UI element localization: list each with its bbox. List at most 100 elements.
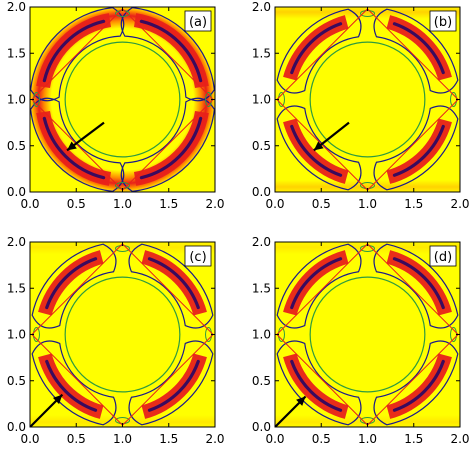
panel-label-box	[429, 245, 457, 267]
panel-label: (c)	[189, 250, 206, 265]
intensity-arc	[386, 118, 452, 184]
contour-lobe	[31, 243, 117, 329]
x-tick-label: 2.0	[205, 197, 224, 211]
intensity-arc	[283, 250, 349, 316]
panel-d: 0.0 0.5 1.0 1.5 2.0 0.0 0.5 1.0 1.5 2.0 (d)	[252, 235, 470, 446]
x-tick-label: 0.0	[20, 197, 39, 211]
panel-a: 0.0 0.5 1.0 1.5 2.0 0.0 0.5 1.0 1.5 2.0 (a)	[7, 0, 225, 211]
arc-core	[139, 19, 203, 83]
arrow-head	[296, 396, 306, 406]
intensity-arc	[386, 353, 452, 419]
intensity-arc	[283, 353, 349, 419]
x-tick-label: 0.5	[312, 432, 331, 446]
contour-lobe	[373, 8, 459, 94]
y-tick-label: 0.5	[7, 374, 26, 388]
contour-lobe	[128, 340, 214, 426]
panel-label-box	[184, 10, 212, 32]
x-tick-label: 1.0	[358, 432, 377, 446]
arc-core	[42, 19, 106, 83]
contour-lobe	[120, 97, 215, 192]
contour-lobe	[373, 340, 459, 426]
x-tick-label: 1.0	[113, 197, 132, 211]
arc-core	[290, 22, 343, 75]
contour-lobe	[276, 243, 362, 329]
y-tick-label: 1.5	[7, 281, 26, 295]
x-tick-label: 1.5	[159, 197, 178, 211]
panel-label: (d)	[434, 250, 452, 265]
x-tick-label: 2.0	[450, 197, 469, 211]
circle-contour	[64, 276, 181, 393]
y-tick-label: 2.0	[7, 235, 26, 249]
y-tick-label: 2.0	[252, 235, 271, 249]
y-tick-label: 0.0	[7, 185, 26, 199]
arrow-head	[52, 394, 63, 405]
intensity-ring	[30, 7, 215, 192]
intensity-arc	[386, 250, 452, 316]
x-tick-label: 1.5	[404, 432, 423, 446]
arrow-head	[313, 141, 324, 151]
panel-b: 0.0 0.5 1.0 1.5 2.0 0.0 0.5 1.0 1.5 2.0 (b)	[252, 0, 470, 211]
y-tick-label: 2.0	[252, 0, 271, 14]
arc-core	[45, 257, 98, 310]
arc-core	[42, 116, 106, 180]
contour-lobe	[276, 340, 362, 426]
y-tick-label: 1.5	[252, 281, 271, 295]
y-tick-label: 1.0	[7, 328, 26, 342]
circle-contour	[309, 276, 426, 393]
contour-lobe	[373, 105, 459, 191]
arc-core	[139, 116, 203, 180]
arc-core	[147, 359, 200, 412]
arc-core	[392, 22, 445, 75]
panel-label-box	[184, 245, 212, 267]
y-tick-label: 1.5	[7, 46, 26, 60]
plot-area	[275, 7, 460, 192]
x-tick-label: 0.0	[265, 197, 284, 211]
y-tick-label: 1.0	[7, 93, 26, 107]
x-tick-label: 2.0	[450, 432, 469, 446]
x-tick-label: 0.5	[312, 197, 331, 211]
x-tick-label: 2.0	[205, 432, 224, 446]
x-tick-label: 1.0	[358, 197, 377, 211]
y-tick-label: 0.0	[252, 185, 271, 199]
plot-area	[30, 242, 215, 427]
intensity-arc	[386, 15, 452, 81]
contour-lobe	[31, 340, 117, 426]
x-tick-label: 1.5	[159, 432, 178, 446]
plot-area	[30, 7, 215, 192]
contour-lobe	[30, 97, 125, 192]
arc-core	[392, 124, 445, 177]
arc-core	[392, 257, 445, 310]
intensity-arc	[38, 250, 104, 316]
intensity-arc	[38, 353, 104, 419]
x-tick-label: 1.0	[113, 432, 132, 446]
y-tick-label: 1.0	[252, 93, 271, 107]
intensity-arc	[36, 110, 112, 186]
intensity-arc	[141, 250, 207, 316]
panel-label-box	[429, 10, 457, 32]
intensity-arc	[133, 110, 209, 186]
y-tick-label: 0.5	[252, 374, 271, 388]
contour-lobe	[30, 7, 125, 102]
y-tick-label: 0.0	[252, 420, 271, 434]
arc-core	[290, 257, 343, 310]
y-tick-label: 0.5	[7, 139, 26, 153]
arc-core	[290, 359, 343, 412]
plot-area	[275, 242, 460, 427]
x-tick-label: 0.0	[20, 432, 39, 446]
circle-contour	[309, 41, 426, 158]
intensity-arc	[283, 118, 349, 184]
arc-core	[290, 124, 343, 177]
arc-core	[147, 257, 200, 310]
contour-lobe	[276, 8, 362, 94]
x-tick-label: 0.0	[265, 432, 284, 446]
x-tick-label: 0.5	[67, 432, 86, 446]
y-tick-label: 0.5	[252, 139, 271, 153]
intensity-arc	[141, 353, 207, 419]
contour-lobe	[276, 105, 362, 191]
x-tick-label: 0.5	[67, 197, 86, 211]
x-tick-label: 1.5	[404, 197, 423, 211]
y-tick-label: 1.0	[252, 328, 271, 342]
intensity-arc	[36, 13, 112, 89]
panel-label: (a)	[189, 15, 207, 30]
